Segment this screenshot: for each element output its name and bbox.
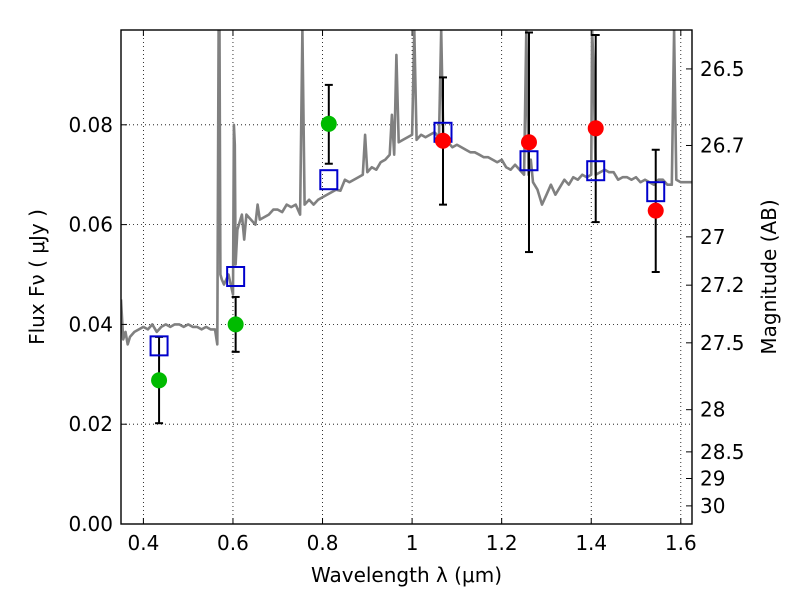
green-flux-point bbox=[320, 115, 337, 132]
x-tick-label: 0.8 bbox=[307, 531, 339, 555]
model-flux-box bbox=[319, 169, 339, 191]
right-tick-label: 27.2 bbox=[700, 273, 745, 297]
spectrum-layer bbox=[121, 30, 692, 346]
spectrum-line bbox=[121, 30, 692, 346]
right-tick-label: 26.7 bbox=[700, 133, 745, 157]
y-tick-label: 0.00 bbox=[68, 512, 113, 536]
x-axis-ticks: 0.4 0.6 0.8 1 1.2 1.4 1.6 bbox=[127, 30, 697, 555]
y-axis-label: Flux Fν ( μJy ) bbox=[25, 209, 49, 345]
right-axis-label: Magnitude (AB) bbox=[757, 199, 781, 354]
model-flux-box bbox=[149, 335, 169, 357]
x-tick-label: 1.2 bbox=[486, 531, 518, 555]
green-flux-point bbox=[151, 372, 168, 389]
right-tick-label: 29 bbox=[700, 466, 725, 490]
red-flux-point bbox=[647, 202, 664, 219]
x-axis-label: Wavelength λ (μm) bbox=[311, 563, 502, 587]
red-flux-point bbox=[587, 120, 604, 137]
marker-layer bbox=[149, 115, 666, 389]
model-flux-box bbox=[519, 150, 539, 172]
x-tick-label: 1.4 bbox=[575, 531, 607, 555]
model-flux-box bbox=[226, 266, 246, 288]
x-tick-label: 1.6 bbox=[665, 531, 697, 555]
y-tick-label: 0.04 bbox=[68, 312, 113, 336]
right-tick-label: 28.5 bbox=[700, 440, 745, 464]
model-flux-box bbox=[646, 181, 666, 203]
x-tick-label: 1 bbox=[406, 531, 419, 555]
right-tick-label: 27.5 bbox=[700, 331, 745, 355]
y-tick-label: 0.02 bbox=[68, 412, 113, 436]
right-tick-label: 30 bbox=[700, 494, 725, 518]
y-axis-ticks: 0.00 0.02 0.04 0.06 0.08 bbox=[68, 113, 127, 536]
green-flux-point bbox=[227, 316, 244, 333]
model-flux-box bbox=[586, 160, 606, 182]
right-tick-label: 26.5 bbox=[700, 57, 745, 81]
right-tick-label: 27 bbox=[700, 225, 725, 249]
right-axis-ticks: 26.5 26.7 27 27.2 27.5 28 28.529 30 bbox=[686, 57, 745, 518]
red-flux-point bbox=[520, 134, 537, 151]
right-tick-label: 28 bbox=[700, 398, 725, 422]
x-tick-label: 0.4 bbox=[127, 531, 159, 555]
plot-frame bbox=[120, 29, 693, 525]
x-tick-label: 0.6 bbox=[217, 531, 249, 555]
y-tick-label: 0.08 bbox=[68, 113, 113, 137]
red-flux-point bbox=[434, 132, 451, 149]
y-tick-label: 0.06 bbox=[68, 213, 113, 237]
